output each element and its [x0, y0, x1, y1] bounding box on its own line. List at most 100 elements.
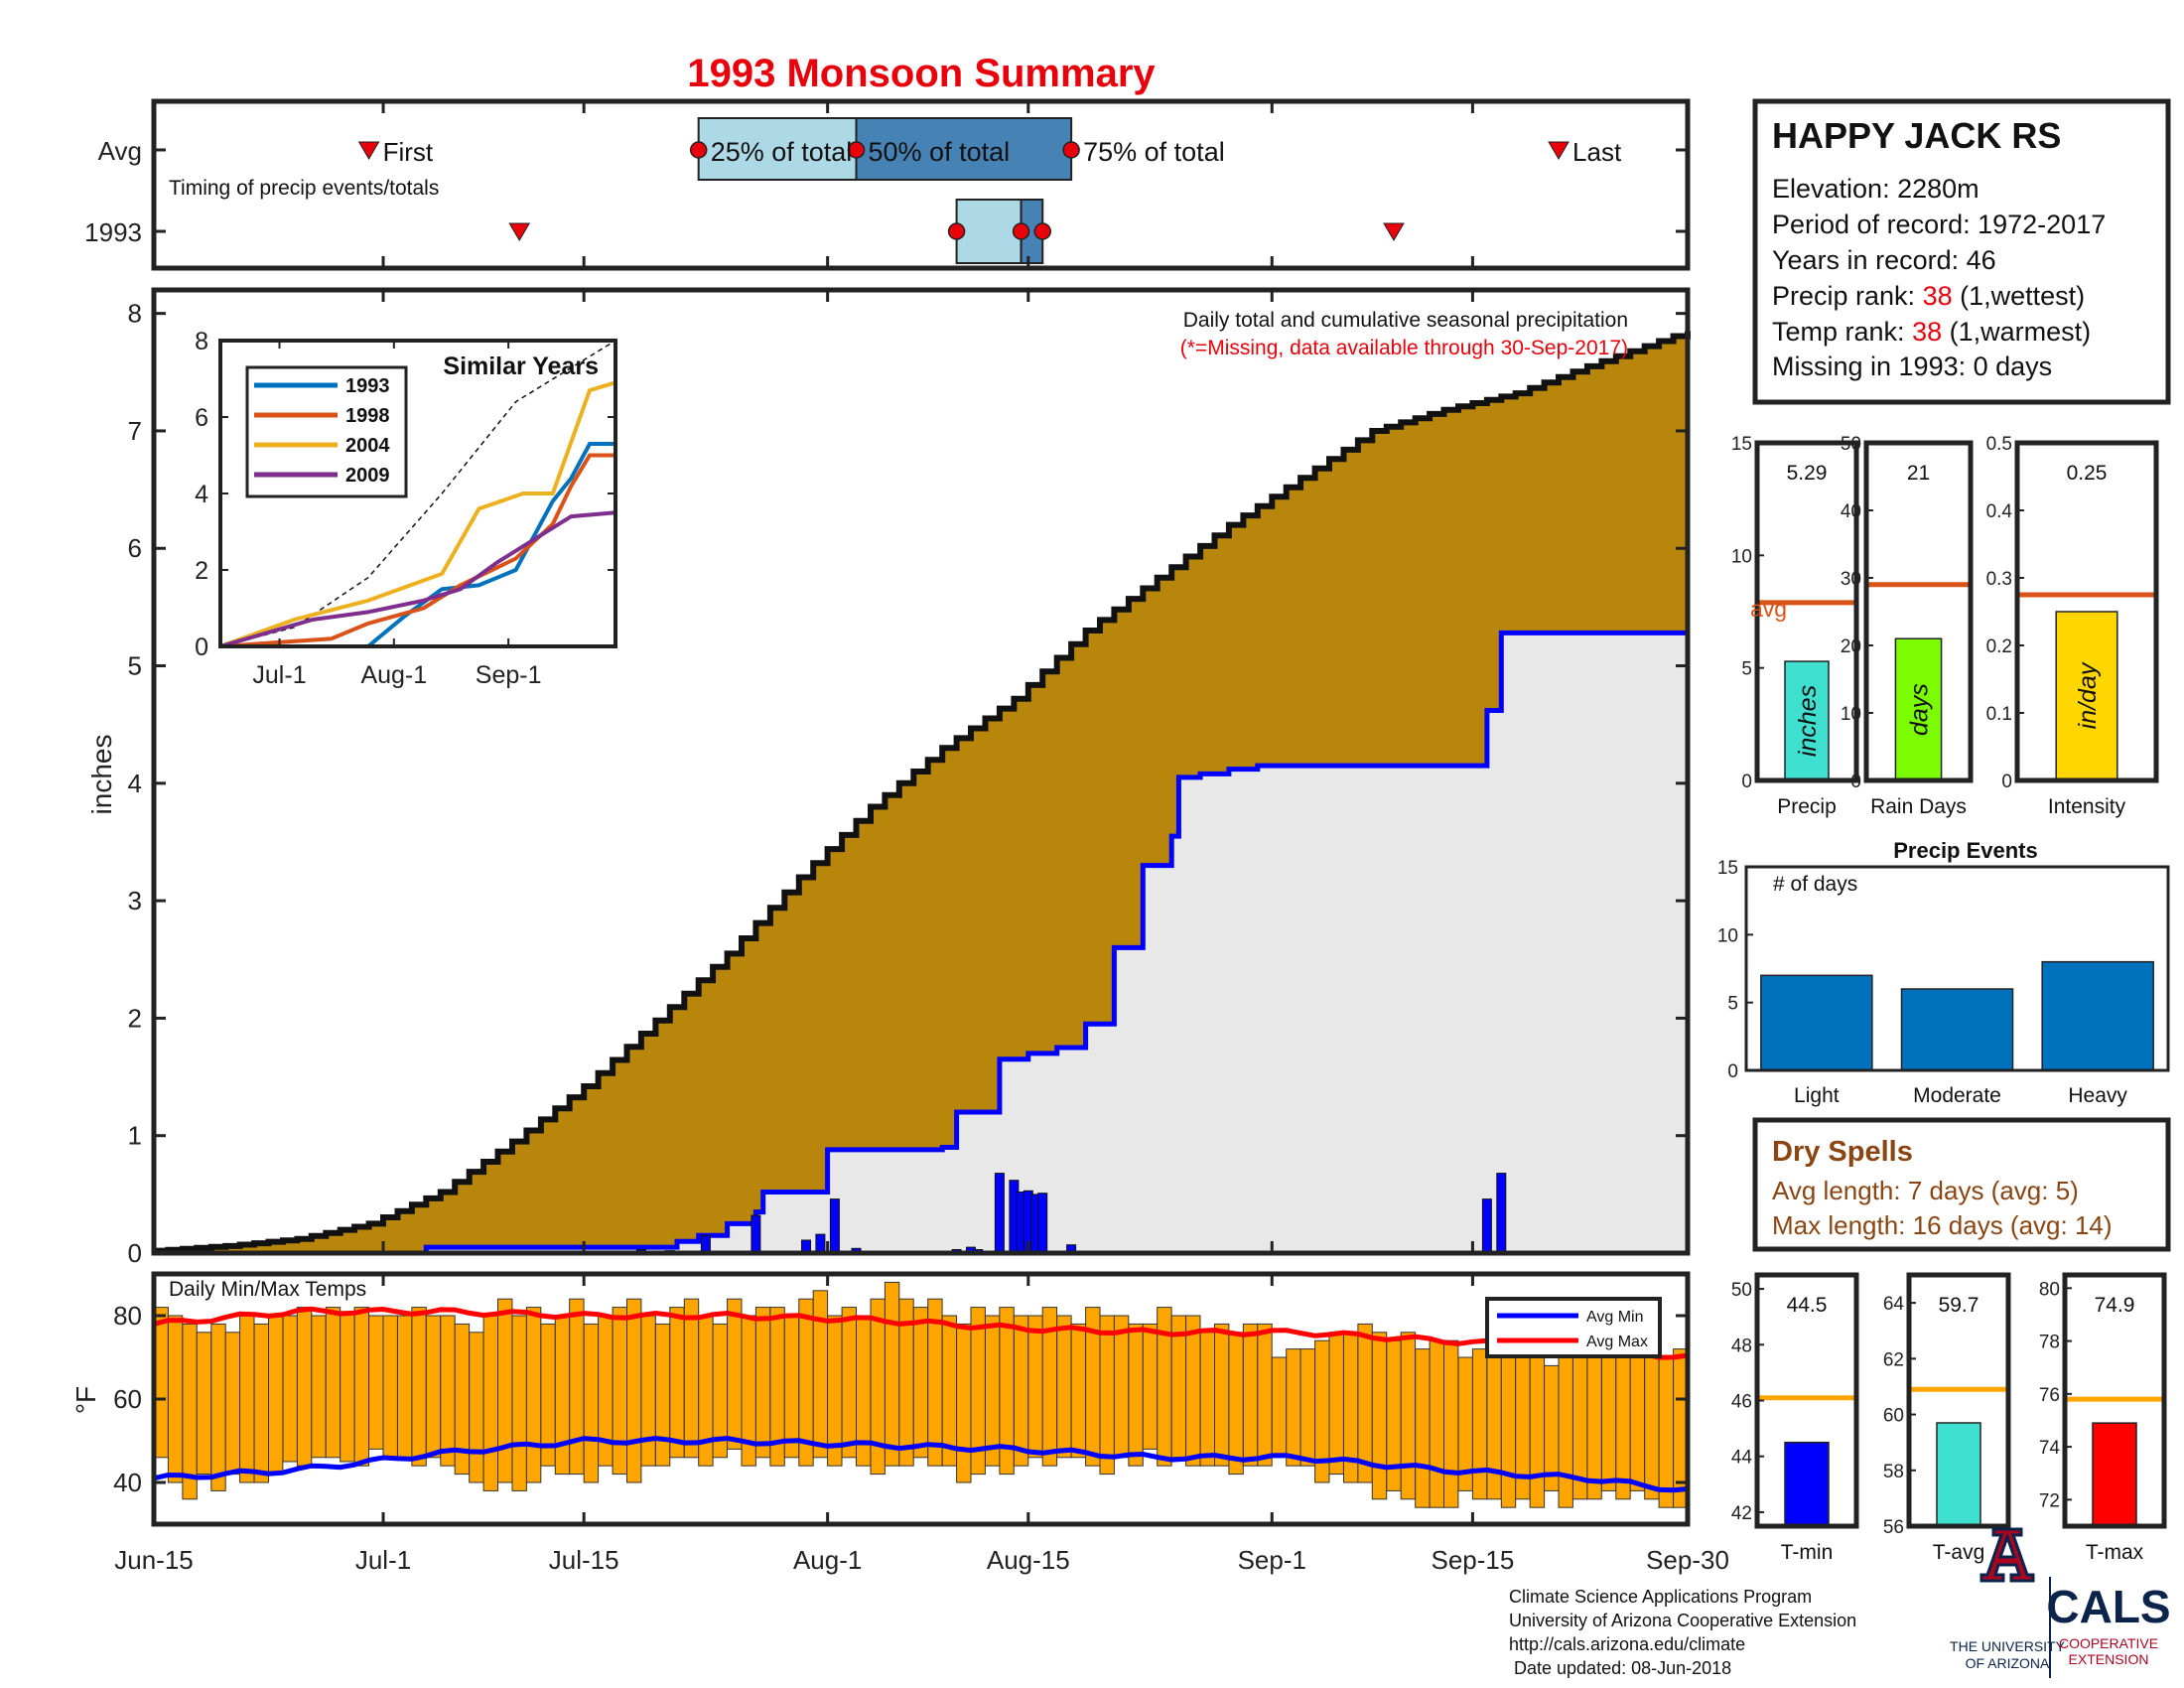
year-p25-marker: [947, 222, 966, 240]
inset-x-ticklabel: Aug-1: [360, 661, 427, 689]
temp-range-bar: [1471, 1348, 1488, 1500]
avg-row-label: Avg: [98, 136, 142, 166]
panel-value: 44.5: [1787, 1294, 1828, 1317]
inset-legend-label: 2009: [345, 465, 390, 487]
date-label: Sep-1: [1238, 1545, 1306, 1575]
temp-range-bar: [1371, 1332, 1388, 1500]
temp-range-bar: [1486, 1339, 1502, 1500]
panel-label: Rain Days: [1870, 795, 1967, 818]
panel-y-ticklabel: 0.4: [1986, 501, 2013, 522]
panel-value: 21: [1907, 462, 1930, 485]
year-p75-marker: [1033, 222, 1051, 240]
events-y-ticklabel: 10: [1717, 925, 1738, 946]
summary-bar: [2092, 1422, 2137, 1527]
temp-range-bar: [1271, 1356, 1288, 1459]
summary-bar: [1784, 660, 1830, 781]
y-ticklabel: 0: [128, 1238, 142, 1268]
y-ticklabel: 3: [128, 886, 142, 915]
footer-line-1: Climate Science Applications Program: [1509, 1587, 1812, 1607]
temp-range-bar: [884, 1281, 900, 1467]
panel-value: 59.7: [1939, 1294, 1979, 1317]
station-elevation: Elevation: 2280m: [1772, 174, 1979, 204]
year-row-label: 1993: [84, 217, 142, 247]
p50-label: 50% of total: [869, 137, 1011, 167]
event-bar-heavy: [2041, 960, 2154, 1071]
temp-range-bar: [569, 1298, 585, 1476]
panel-y-ticklabel: 46: [1731, 1392, 1752, 1413]
footer-line-3: http://cals.arizona.edu/climate: [1509, 1634, 1745, 1654]
temp-range-bar: [1400, 1332, 1417, 1500]
panel-y-ticklabel: 44: [1731, 1448, 1753, 1469]
summary-panel-0: 0 5 10 15 5.29 Precip inches avg: [1731, 434, 1859, 818]
inset-legend-label: 1998: [345, 405, 390, 427]
y-ticklabel: 6: [128, 533, 142, 563]
temp-range-bar: [296, 1307, 313, 1467]
temp-range-bar: [1500, 1339, 1517, 1508]
temp-range-bar: [1228, 1332, 1244, 1476]
summary-bar: [1894, 637, 1943, 781]
y-ticklabel: 8: [128, 299, 142, 329]
temp-y-ticklabel: 40: [113, 1468, 142, 1497]
avg-p50-p75-box: [855, 117, 1073, 181]
date-label: Jun-15: [114, 1545, 194, 1575]
temp-range-bar: [482, 1315, 499, 1491]
dry-spells-max: Max length: 16 days (avg: 14): [1772, 1210, 2113, 1240]
precip-frame: [151, 287, 1691, 1256]
footer-line-2: University of Arizona Cooperative Extens…: [1509, 1611, 1856, 1630]
inset-legend-label: 2004: [345, 435, 390, 457]
panel-frame: [1906, 1272, 2011, 1529]
panel-y-ticklabel: 48: [1731, 1336, 1752, 1356]
temp-rank-prefix: Temp rank:: [1772, 317, 1912, 347]
temp-range-bar: [1615, 1348, 1631, 1500]
summary-bar: [1784, 1441, 1830, 1527]
avg-p50-marker: [847, 141, 866, 159]
avg-first-marker: [357, 141, 380, 160]
station-name: HAPPY JACK RS: [1772, 115, 2061, 156]
event-bar-light: [1760, 974, 1873, 1071]
cals-sub-1: COOPERATIVE: [2059, 1635, 2158, 1651]
station-precip-rank: Precip rank: 38 (1,wettest): [1772, 281, 2085, 311]
panel-y-ticklabel: 0.3: [1986, 569, 2012, 590]
inset-y-ticklabel: 8: [195, 328, 208, 355]
temp-panel: 40 60 80 Daily Min/Max Temps °F Avg Min Av…: [70, 1271, 1729, 1575]
inset-line-2009: [219, 510, 616, 648]
temp-range-bar: [1142, 1323, 1159, 1450]
panel-y-ticklabel: 0: [1850, 772, 1861, 792]
temp-range-bar: [182, 1323, 198, 1500]
y-ticklabel: 2: [128, 1003, 142, 1033]
temp-range-bar: [340, 1311, 355, 1463]
precip-missing-note: (*=Missing, data available through 30-Se…: [1180, 337, 1628, 359]
panel-value: 0.25: [2067, 462, 2108, 485]
temp-summary-panels: 42 44 46 48 50 44.5 T-min 56 58 60 62 64 59.7 T-avg 72…: [1731, 1272, 2167, 1564]
precip-y-ticklabels: 0 1 2 3 4 5 6 7 8: [128, 299, 142, 1268]
temp-y-axis-label: °F: [70, 1386, 101, 1414]
events-y-ticklabel: 15: [1717, 858, 1738, 879]
panel-y-ticklabel: 64: [1883, 1294, 1905, 1315]
year-cumulative-area: [154, 633, 1688, 1253]
timing-ticks: [152, 101, 1690, 268]
temp-range-bar: [311, 1315, 327, 1459]
panel-y-ticklabel: 5: [1741, 659, 1752, 680]
temp-range-bar: [783, 1315, 800, 1459]
panel-y-ticklabel: 30: [1841, 569, 1861, 590]
temp-range-bar: [282, 1315, 298, 1463]
dry-spells-panel: Dry Spells Avg length: 7 days (avg: 5) M…: [1752, 1117, 2171, 1252]
inset-y-ticklabel: 4: [195, 481, 208, 508]
temp-range-bar: [1113, 1315, 1130, 1459]
temp-range-bar: [1257, 1323, 1273, 1467]
daily-precip-bar: [829, 1198, 840, 1254]
temp-range-bar: [497, 1298, 513, 1483]
avg-min-line: [153, 1435, 1689, 1493]
avg-cumulative-step: [154, 331, 1691, 1254]
inset-legend-label: 1993: [345, 375, 390, 397]
temp-range-bar: [411, 1307, 427, 1467]
temp-range-bar: [382, 1315, 398, 1459]
daily-precip-bar: [994, 1173, 1005, 1254]
panel-frame: [1863, 440, 1974, 783]
temp-y-ticklabel: 60: [113, 1384, 142, 1414]
temp-summary-panel-0: 42 44 46 48 50 44.5 T-min: [1731, 1272, 1859, 1564]
panel-y-ticklabel: 10: [1731, 546, 1752, 567]
panel-frame: [2014, 440, 2159, 783]
events-frame: [1744, 865, 2170, 1072]
panel-y-ticklabel: 0.2: [1986, 636, 2012, 657]
